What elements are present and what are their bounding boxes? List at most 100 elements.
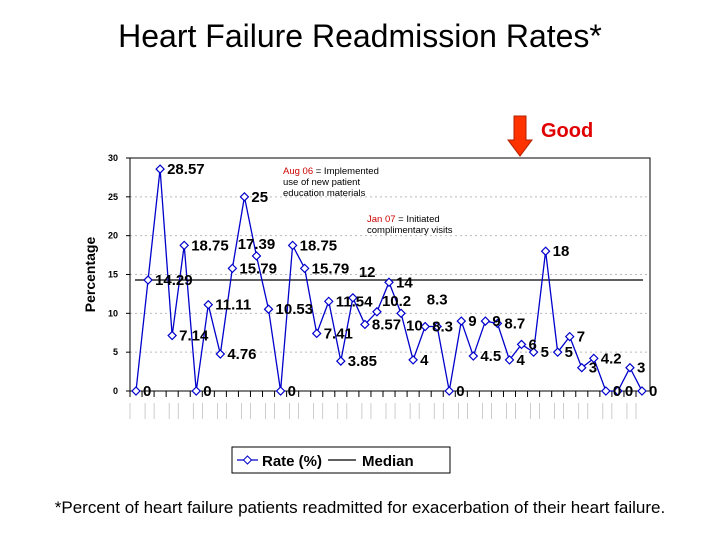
- annotation-text: education materials: [283, 188, 366, 199]
- y-axis-label: Percentage: [82, 237, 98, 313]
- data-point: [131, 386, 141, 396]
- data-point: [601, 386, 611, 396]
- data-label: 5: [541, 344, 549, 361]
- legend-rate-marker: [242, 455, 253, 465]
- data-label: 0: [288, 383, 296, 400]
- data-point: [625, 362, 635, 373]
- data-label: 18.75: [300, 237, 338, 254]
- data-label: 4.2: [601, 350, 622, 367]
- data-point: [167, 330, 177, 341]
- good-arrow-icon: [507, 115, 533, 157]
- data-label: 0: [613, 383, 621, 400]
- data-point: [408, 355, 418, 365]
- data-point: [492, 318, 503, 329]
- data-point: [203, 299, 214, 310]
- data-label: 0: [143, 383, 151, 400]
- data-point: [613, 386, 623, 396]
- data-label: 4.76: [227, 346, 256, 363]
- data-label: 4: [420, 352, 429, 369]
- data-point: [239, 191, 250, 202]
- data-label: 25: [251, 189, 268, 206]
- annotation-text: complimentary visits: [367, 225, 453, 236]
- data-label: 4.5: [480, 348, 501, 365]
- data-label: 5: [565, 344, 573, 361]
- data-point: [384, 277, 394, 288]
- y-tick-label: 20: [108, 231, 118, 241]
- data-label: 7: [577, 329, 585, 346]
- data-point: [396, 308, 406, 319]
- data-label: 8.3: [427, 292, 448, 309]
- data-label: 0: [649, 383, 657, 400]
- annotation-text: use of new patient: [283, 177, 360, 188]
- data-label: 3: [637, 360, 645, 377]
- data-point: [588, 353, 599, 364]
- data-label: 8.3: [432, 319, 453, 336]
- data-label: 14: [396, 274, 413, 291]
- data-label: 11.54: [336, 293, 373, 310]
- data-label: 8.7: [504, 315, 525, 332]
- data-point: [528, 347, 539, 358]
- data-point: [637, 386, 647, 396]
- data-label: 10.2: [382, 293, 411, 310]
- annotation-date: Jan 07: [367, 214, 398, 225]
- data-point: [335, 356, 346, 366]
- annotation-date: Aug 06: [283, 166, 316, 177]
- annotation-text: = Initiated: [398, 214, 439, 225]
- data-point: [564, 331, 575, 342]
- data-point: [540, 246, 551, 257]
- data-label: 4: [516, 352, 525, 369]
- data-label: 10: [406, 317, 423, 334]
- data-point: [287, 240, 298, 251]
- data-label: 9: [468, 313, 476, 330]
- annotation-2: Jan 07 = Initiated complimentary visits: [367, 214, 453, 236]
- data-point: [504, 355, 515, 365]
- data-point: [143, 275, 153, 285]
- data-point: [263, 304, 274, 315]
- legend-rate-label: Rate (%): [262, 453, 322, 470]
- data-label: 15.79: [239, 260, 277, 277]
- data-label: 14.29: [155, 272, 193, 289]
- data-label: 7.14: [179, 328, 209, 345]
- data-point: [576, 362, 587, 373]
- data-label: 17.39: [238, 236, 276, 253]
- footnote: *Percent of heart failure patients readm…: [54, 498, 666, 517]
- data-point: [275, 386, 286, 396]
- data-point: [480, 316, 491, 326]
- data-point: [456, 316, 467, 326]
- data-point: [420, 321, 430, 332]
- data-point: [348, 292, 358, 303]
- annotation-text: = Implemented: [316, 166, 379, 177]
- data-label: 9: [492, 313, 500, 330]
- data-label: 6: [529, 336, 537, 353]
- annotation-1: Aug 06 = Implemented use of new patient ed…: [283, 166, 379, 199]
- data-label: 12: [359, 264, 376, 281]
- data-label: 18: [553, 243, 570, 260]
- data-label: 15.79: [312, 260, 350, 277]
- y-tick-label: 10: [108, 308, 118, 318]
- data-label: 11.11: [215, 297, 251, 314]
- data-point: [360, 319, 370, 330]
- data-label: 3: [589, 360, 597, 377]
- data-point: [155, 164, 165, 174]
- data-point: [444, 386, 455, 396]
- data-label: 3.85: [348, 353, 377, 370]
- data-point: [191, 386, 202, 396]
- y-tick-label: 0: [113, 386, 118, 396]
- data-point: [251, 251, 262, 261]
- y-tick-label: 15: [108, 270, 118, 280]
- page-title: Heart Failure Readmission Rates*: [118, 18, 602, 54]
- y-tick-label: 30: [108, 153, 118, 163]
- data-label: 28.57: [167, 161, 205, 178]
- data-label: 8.57: [372, 316, 401, 333]
- data-point: [432, 321, 443, 332]
- data-label: 0: [625, 383, 633, 400]
- data-label: 0: [456, 383, 464, 400]
- data-point: [227, 263, 238, 274]
- plot-area: [129, 157, 651, 392]
- data-point: [516, 339, 527, 350]
- good-label: Good: [541, 120, 594, 142]
- data-point: [299, 263, 310, 274]
- y-tick-label: 5: [113, 347, 118, 357]
- data-point: [311, 328, 322, 339]
